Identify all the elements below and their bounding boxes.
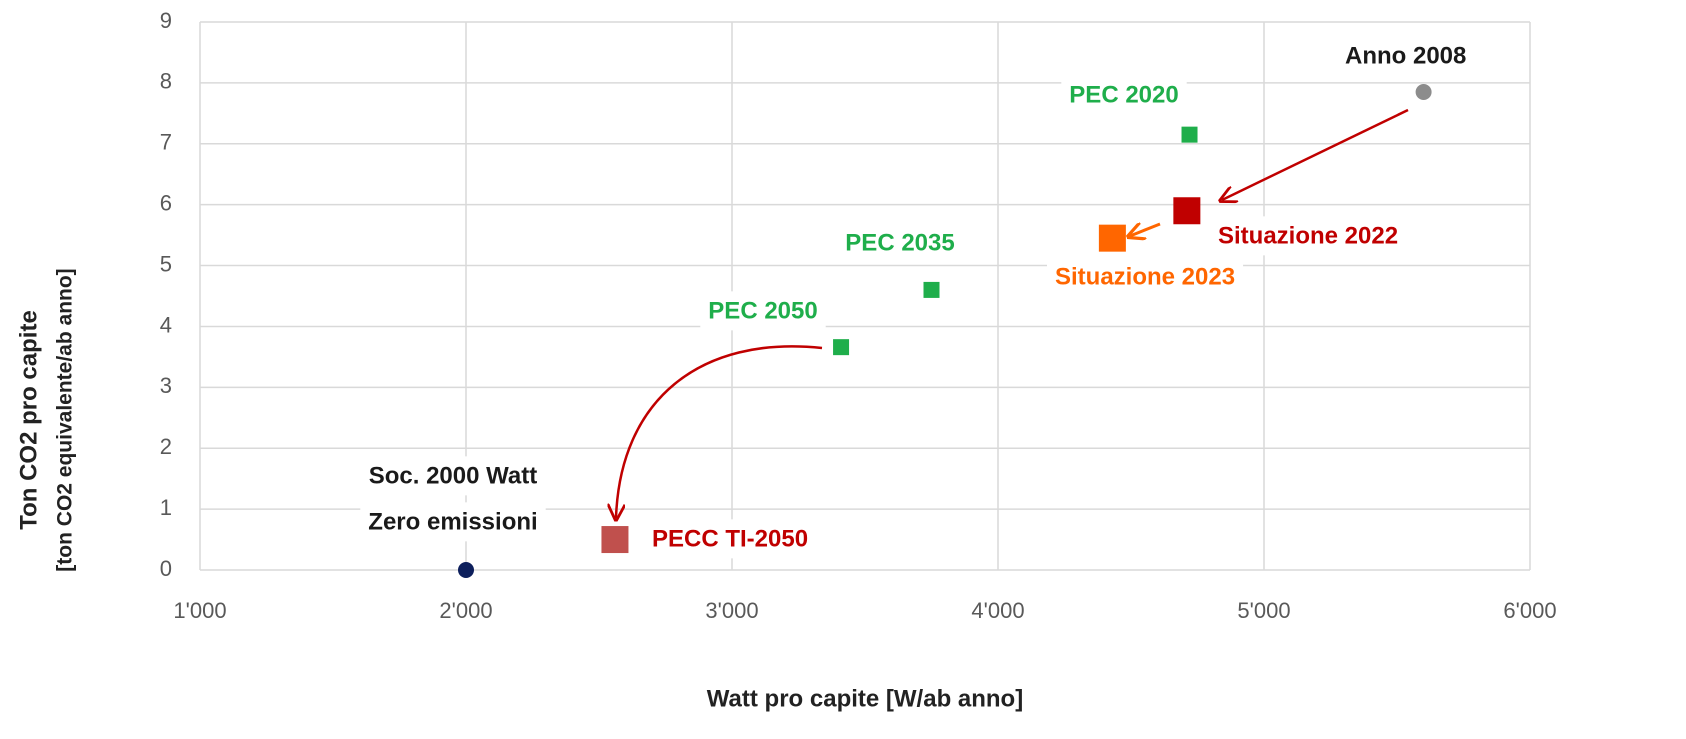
point [1098, 224, 1126, 252]
label-background [700, 291, 826, 331]
point-label: PECC TI-2050 [652, 525, 808, 552]
point [1415, 84, 1432, 101]
point [458, 562, 474, 578]
point-label: Zero emissioni [368, 508, 537, 535]
x-tick-label: 3'000 [705, 598, 758, 623]
label-background [644, 519, 817, 559]
arrows [616, 108, 1409, 518]
arrow [1130, 224, 1161, 236]
point-label: Situazione 2022 [1218, 222, 1398, 249]
label-background [1210, 216, 1407, 256]
point [833, 339, 850, 356]
marks [458, 84, 1432, 578]
point-label: Situazione 2023 [1055, 263, 1235, 290]
y-tick-label: 7 [160, 130, 172, 155]
x-tick-label: 2'000 [439, 598, 492, 623]
y-tick-label: 8 [160, 69, 172, 94]
point [923, 281, 940, 298]
arrow [1222, 108, 1409, 200]
y-tick-label: 3 [160, 373, 172, 398]
label-background [1047, 257, 1244, 297]
y-tick-label: 2 [160, 434, 172, 459]
y-tick-label: 0 [160, 556, 172, 581]
x-axis-title: Watt pro capite [W/ab anno] [707, 685, 1023, 712]
y-tick-label: 6 [160, 190, 172, 215]
y-tick-label: 4 [160, 312, 172, 337]
arrow [616, 345, 823, 518]
label-background [837, 223, 963, 263]
y-axis-title: Ton CO2 pro capite [15, 310, 42, 530]
point [1173, 197, 1201, 225]
y-tick-label: 5 [160, 251, 172, 276]
x-tick-label: 4'000 [971, 598, 1024, 623]
point [1181, 126, 1198, 143]
y-axis-title: [ton CO2 equivalente/ab anno] [54, 268, 77, 571]
point-label: PEC 2035 [845, 229, 954, 256]
x-tick-label: 6'000 [1503, 598, 1556, 623]
label-background [1337, 36, 1475, 76]
y-tick-label: 9 [160, 8, 172, 33]
point-label: PEC 2050 [708, 297, 817, 324]
point-label: PEC 2020 [1069, 81, 1178, 108]
point-label: Soc. 2000 Watt [369, 462, 538, 489]
x-tick-label: 5'000 [1237, 598, 1290, 623]
label-background [1061, 75, 1187, 115]
point-label: Anno 2008 [1345, 42, 1466, 69]
x-tick-label: 1'000 [173, 598, 226, 623]
labels: Anno 2008 PEC 2020 Situazione 2022 Situazio… [360, 36, 1475, 559]
label-background [360, 502, 546, 542]
y-tick-label: 1 [160, 495, 172, 520]
point [601, 526, 629, 554]
label-background [360, 456, 546, 496]
